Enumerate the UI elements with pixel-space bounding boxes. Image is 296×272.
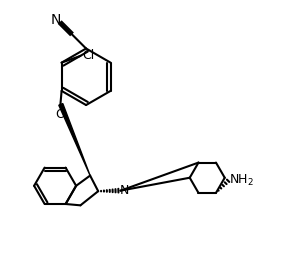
Text: Cl: Cl — [82, 50, 94, 62]
Polygon shape — [59, 104, 90, 175]
Text: N: N — [51, 13, 61, 27]
Text: NH$_2$: NH$_2$ — [229, 173, 255, 188]
Text: N: N — [120, 184, 129, 197]
Text: O: O — [55, 109, 65, 121]
